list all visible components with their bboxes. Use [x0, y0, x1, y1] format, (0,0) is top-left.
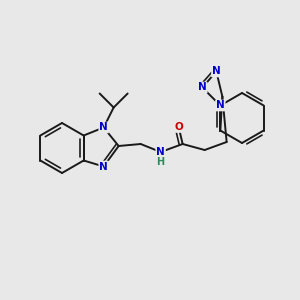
Text: N: N: [99, 122, 108, 133]
Text: N: N: [212, 67, 221, 76]
Text: N: N: [198, 82, 207, 92]
Text: N: N: [216, 100, 225, 110]
Text: O: O: [174, 122, 183, 132]
Text: H: H: [157, 157, 165, 167]
Text: N: N: [99, 161, 108, 172]
Text: N: N: [156, 147, 165, 157]
